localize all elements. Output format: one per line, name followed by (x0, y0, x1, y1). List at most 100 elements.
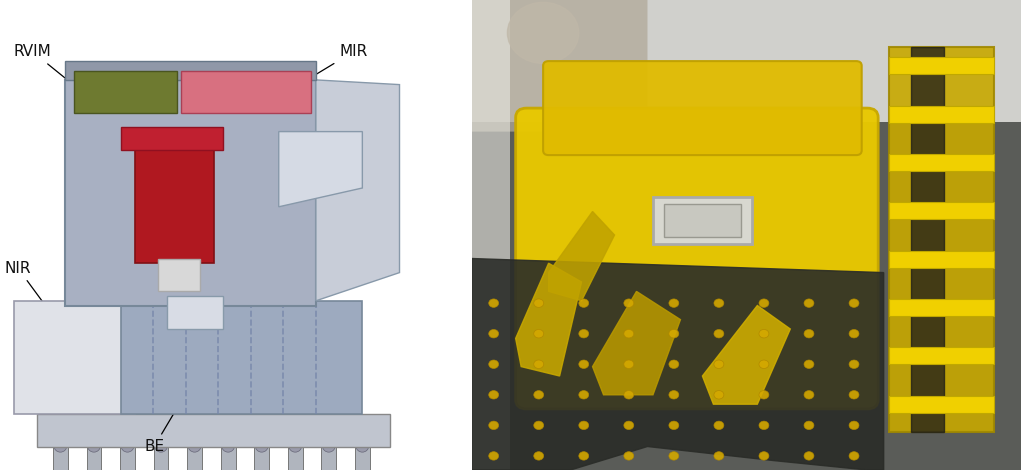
Circle shape (669, 452, 679, 460)
FancyBboxPatch shape (75, 70, 177, 113)
Circle shape (714, 391, 724, 399)
Circle shape (849, 299, 859, 307)
Circle shape (849, 421, 859, 430)
Circle shape (197, 148, 211, 163)
Circle shape (579, 421, 589, 430)
Circle shape (507, 2, 579, 63)
FancyBboxPatch shape (889, 299, 993, 316)
Circle shape (579, 329, 589, 338)
Polygon shape (472, 258, 883, 470)
Circle shape (197, 171, 211, 186)
Circle shape (624, 329, 634, 338)
FancyBboxPatch shape (889, 106, 993, 123)
Circle shape (222, 439, 235, 452)
Circle shape (489, 452, 498, 460)
FancyBboxPatch shape (153, 446, 168, 470)
Circle shape (669, 299, 679, 307)
FancyBboxPatch shape (664, 204, 741, 237)
Circle shape (804, 360, 814, 368)
Polygon shape (702, 306, 790, 404)
Circle shape (579, 360, 589, 368)
FancyBboxPatch shape (889, 396, 993, 413)
Text: MIR: MIR (262, 44, 368, 107)
FancyBboxPatch shape (889, 251, 993, 267)
Text: NIR: NIR (5, 260, 54, 317)
FancyBboxPatch shape (543, 61, 862, 155)
Circle shape (489, 299, 498, 307)
FancyBboxPatch shape (181, 70, 311, 113)
Circle shape (54, 439, 67, 452)
Circle shape (624, 299, 634, 307)
Circle shape (759, 452, 769, 460)
Circle shape (534, 329, 543, 338)
FancyBboxPatch shape (187, 446, 202, 470)
Circle shape (849, 329, 859, 338)
Circle shape (489, 329, 498, 338)
FancyBboxPatch shape (37, 414, 390, 446)
Circle shape (489, 360, 498, 368)
FancyBboxPatch shape (120, 301, 362, 414)
FancyBboxPatch shape (53, 446, 67, 470)
Circle shape (804, 452, 814, 460)
FancyBboxPatch shape (65, 61, 315, 80)
Circle shape (669, 391, 679, 399)
FancyBboxPatch shape (120, 446, 135, 470)
Circle shape (669, 360, 679, 368)
Circle shape (669, 329, 679, 338)
Circle shape (759, 421, 769, 430)
Circle shape (154, 439, 167, 452)
FancyBboxPatch shape (889, 347, 993, 364)
Circle shape (323, 439, 335, 452)
FancyBboxPatch shape (254, 446, 270, 470)
Circle shape (579, 452, 589, 460)
Polygon shape (315, 80, 399, 301)
Circle shape (88, 439, 100, 452)
Text: BE: BE (144, 411, 176, 454)
FancyBboxPatch shape (135, 146, 213, 263)
Circle shape (804, 329, 814, 338)
Text: RVIM: RVIM (14, 44, 100, 106)
Circle shape (804, 391, 814, 399)
FancyBboxPatch shape (889, 203, 993, 219)
Circle shape (489, 421, 498, 430)
FancyBboxPatch shape (87, 446, 101, 470)
FancyBboxPatch shape (889, 154, 993, 171)
Circle shape (121, 439, 134, 452)
FancyBboxPatch shape (120, 127, 223, 150)
FancyBboxPatch shape (889, 47, 993, 432)
Circle shape (624, 391, 634, 399)
Circle shape (714, 299, 724, 307)
Polygon shape (516, 263, 582, 376)
Polygon shape (279, 132, 362, 207)
Circle shape (289, 439, 302, 452)
Circle shape (714, 360, 724, 368)
Circle shape (534, 391, 543, 399)
FancyBboxPatch shape (653, 197, 751, 244)
FancyBboxPatch shape (288, 446, 302, 470)
Circle shape (579, 299, 589, 307)
FancyBboxPatch shape (221, 446, 236, 470)
Polygon shape (911, 47, 944, 432)
Circle shape (534, 421, 543, 430)
Polygon shape (548, 212, 615, 301)
Circle shape (849, 452, 859, 460)
Circle shape (759, 391, 769, 399)
Circle shape (534, 299, 543, 307)
FancyBboxPatch shape (322, 446, 336, 470)
Circle shape (759, 360, 769, 368)
Circle shape (714, 452, 724, 460)
FancyBboxPatch shape (472, 122, 1021, 470)
Circle shape (255, 439, 269, 452)
FancyBboxPatch shape (65, 80, 315, 306)
Circle shape (624, 421, 634, 430)
Circle shape (534, 360, 543, 368)
Circle shape (188, 439, 201, 452)
FancyBboxPatch shape (158, 258, 200, 291)
Circle shape (714, 421, 724, 430)
FancyBboxPatch shape (516, 108, 878, 409)
Circle shape (624, 360, 634, 368)
Circle shape (534, 452, 543, 460)
Circle shape (804, 421, 814, 430)
FancyBboxPatch shape (355, 446, 370, 470)
Circle shape (849, 391, 859, 399)
